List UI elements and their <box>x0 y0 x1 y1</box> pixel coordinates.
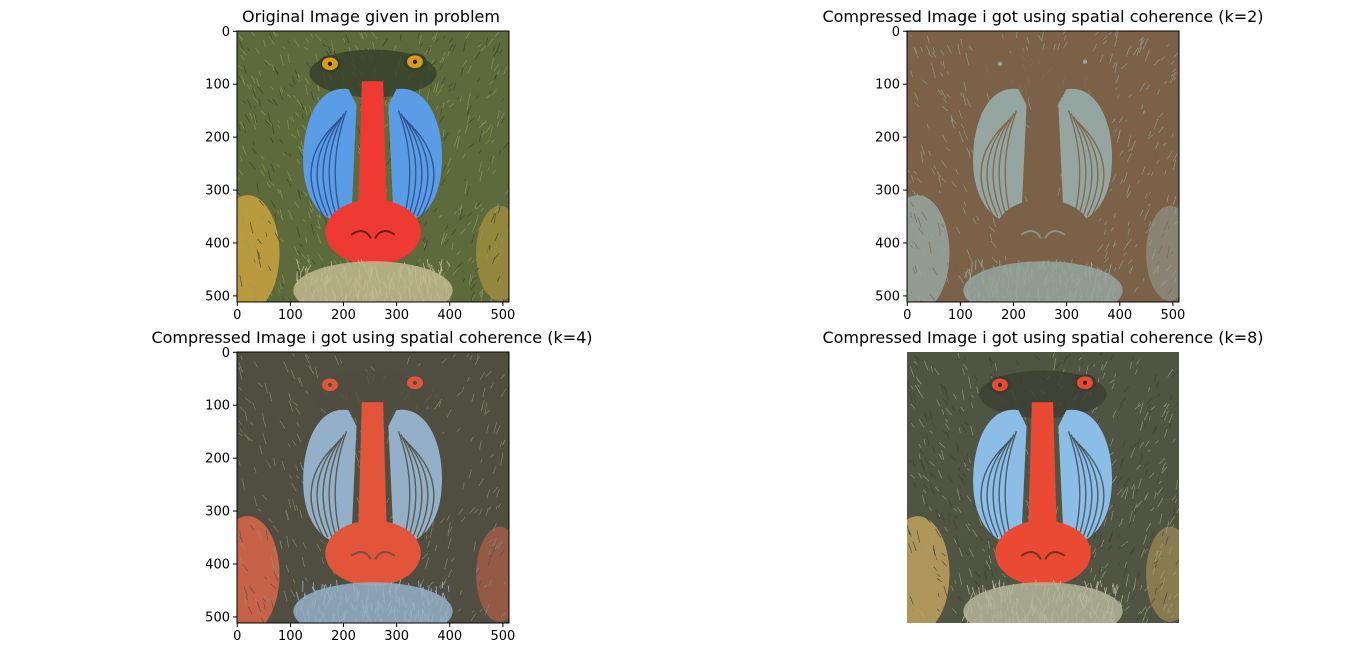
x-tick-label: 300 <box>384 308 409 323</box>
photo-k8 <box>907 352 1179 623</box>
x-tick-label: 300 <box>384 629 409 644</box>
y-tick-label: 100 <box>875 78 900 93</box>
x-tick-label: 500 <box>1160 308 1185 323</box>
x-tick-label: 100 <box>278 308 303 323</box>
x-tick-label: 200 <box>331 308 356 323</box>
panel-original: Original Image given in problem 0 100 200 3… <box>205 7 515 323</box>
x-tick-label: 100 <box>948 308 973 323</box>
x-tick-label: 400 <box>437 308 462 323</box>
axes-frame <box>906 30 1180 303</box>
x-tick-label: 200 <box>331 629 356 644</box>
x-tick-label: 0 <box>903 308 911 323</box>
photo-k4 <box>237 352 509 623</box>
y-tick-label: 300 <box>875 184 900 199</box>
panel-k2: Compressed Image i got using spatial coh… <box>822 7 1263 323</box>
panel-k8: Compressed Image i got using spatial coh… <box>822 328 1264 623</box>
panel-title: Compressed Image i got using spatial coh… <box>822 328 1263 347</box>
x-tick-label: 100 <box>278 629 303 644</box>
y-tick-label: 500 <box>875 289 900 304</box>
y-tick-label: 0 <box>222 25 230 40</box>
axes-frame <box>236 351 510 624</box>
y-tick-label: 500 <box>205 289 230 304</box>
x-tick-label: 500 <box>490 308 515 323</box>
x-tick-label: 500 <box>490 629 515 644</box>
y-tick-label: 200 <box>205 452 230 467</box>
y-tick-label: 0 <box>222 346 230 361</box>
y-tick-label: 400 <box>875 236 900 251</box>
panel-title: Compressed Image i got using spatial coh… <box>822 7 1263 26</box>
y-tick-label: 500 <box>205 610 230 625</box>
y-tick-label: 300 <box>205 505 230 520</box>
y-tick-label: 300 <box>205 184 230 199</box>
x-tick-label: 300 <box>1054 308 1079 323</box>
y-tick-label: 400 <box>205 236 230 251</box>
y-tick-label: 400 <box>205 557 230 572</box>
x-tick-label: 0 <box>233 629 241 644</box>
y-tick-label: 100 <box>205 399 230 414</box>
photo-k2 <box>907 31 1179 302</box>
panel-title: Compressed Image i got using spatial coh… <box>151 328 592 347</box>
y-tick-label: 200 <box>205 131 230 146</box>
y-tick-label: 200 <box>875 131 900 146</box>
axes-frame <box>236 30 510 303</box>
x-tick-label: 400 <box>1107 308 1132 323</box>
panel-title: Original Image given in problem <box>242 7 500 26</box>
x-tick-label: 0 <box>233 308 241 323</box>
photo-original <box>237 31 509 302</box>
y-tick-label: 100 <box>205 78 230 93</box>
panel-k4: Compressed Image i got using spatial coh… <box>151 328 592 644</box>
x-tick-label: 400 <box>437 629 462 644</box>
x-tick-label: 200 <box>1001 308 1026 323</box>
y-tick-label: 0 <box>892 25 900 40</box>
